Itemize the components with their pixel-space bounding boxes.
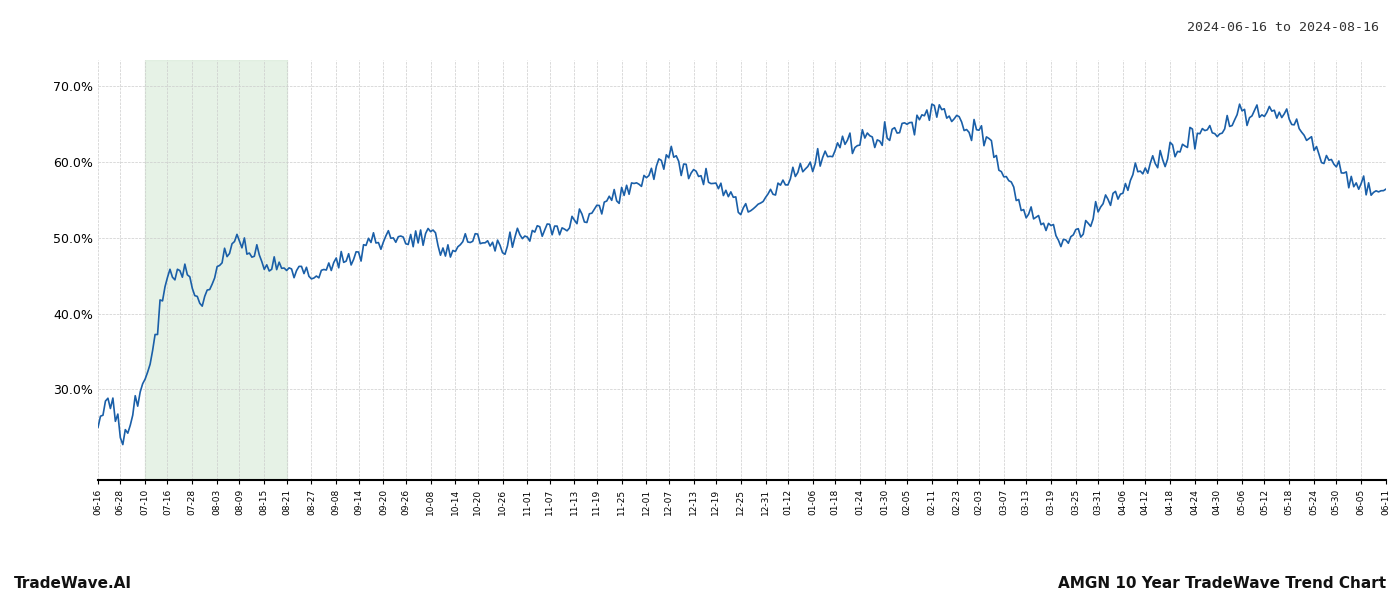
Text: TradeWave.AI: TradeWave.AI: [14, 576, 132, 591]
Text: 2024-06-16 to 2024-08-16: 2024-06-16 to 2024-08-16: [1187, 21, 1379, 34]
Text: AMGN 10 Year TradeWave Trend Chart: AMGN 10 Year TradeWave Trend Chart: [1058, 576, 1386, 591]
Bar: [146, 60, 287, 480]
